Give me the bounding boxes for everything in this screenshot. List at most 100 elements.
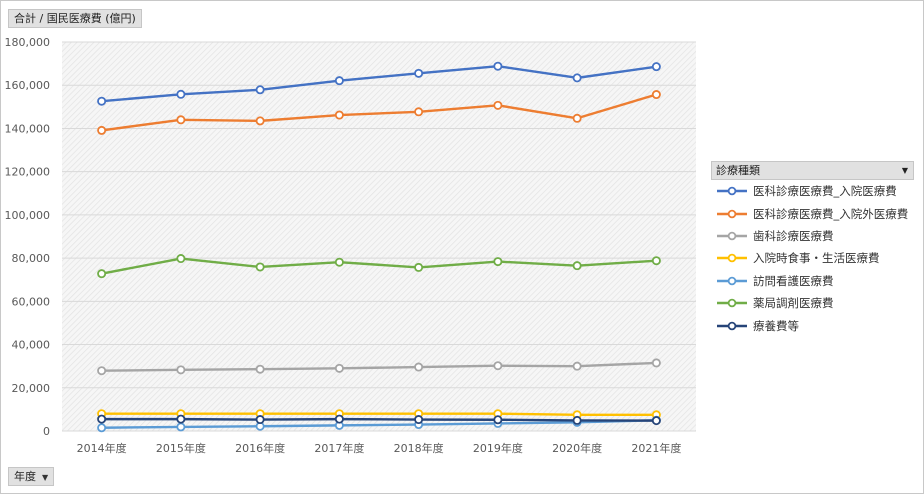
legend-item: 医科診療医療費_入院医療費	[711, 180, 914, 202]
y-tick-label: 100,000	[5, 209, 51, 222]
legend-label: 入院時食事・生活医療費	[753, 251, 880, 266]
data-point	[493, 415, 503, 425]
series	[97, 358, 661, 376]
y-axis-tick-labels: 0 20,000 40,000 60,000 80,000 100,000 120,000 1…	[5, 36, 51, 438]
legend-swatch	[717, 276, 747, 286]
data-point	[334, 363, 344, 373]
legend-swatch	[717, 209, 747, 218]
data-point	[255, 85, 265, 95]
data-point	[651, 62, 661, 72]
data-point	[651, 90, 661, 100]
data-point	[255, 415, 265, 425]
value-field-button[interactable]: 合計 / 国民医療費 (億円)	[8, 9, 142, 28]
x-tick-label: 2014年度	[77, 441, 127, 455]
series-line	[101, 257, 657, 275]
data-point	[176, 414, 186, 424]
data-point	[255, 364, 265, 374]
data-point	[572, 73, 582, 83]
series	[97, 414, 661, 426]
series-line	[101, 412, 657, 416]
legend-swatch	[717, 254, 747, 263]
series-line	[101, 361, 657, 372]
legend-item: 訪問看護医療費	[711, 270, 914, 292]
legend-item: 歯科診療医療費	[711, 225, 914, 247]
data-point	[493, 61, 503, 71]
data-point	[255, 262, 265, 272]
legend-item: 入院時食事・生活医療費	[711, 247, 914, 269]
series-lines	[97, 61, 661, 433]
data-point	[97, 96, 107, 106]
legend-items: 医科診療医療費_入院医療費 医科診療医療費_入院外医療費 歯科診療医療費入院時食事・…	[711, 180, 914, 337]
value-field-label: 合計 / 国民医療費 (億円)	[14, 12, 136, 25]
x-axis-tick-labels: 2014年度 2015年度 2016年度 2017年度 2018年度 2019年度 2020…	[77, 441, 682, 455]
y-tick-label: 40,000	[12, 339, 51, 352]
data-point	[414, 68, 424, 78]
data-point	[572, 261, 582, 271]
legend-label: 医科診療医療費_入院医療費	[753, 184, 897, 199]
legend-swatch	[717, 298, 747, 308]
dropdown-arrow-icon: ▼	[901, 166, 908, 175]
x-tick-label: 2016年度	[235, 441, 285, 455]
data-point	[334, 76, 344, 86]
data-point	[334, 414, 344, 424]
legend-label: 医科診療医療費_入院外医療費	[753, 206, 909, 221]
data-point	[493, 100, 503, 110]
series-line	[101, 417, 657, 422]
data-point	[97, 269, 107, 279]
data-point	[97, 423, 107, 433]
data-point	[414, 262, 424, 272]
series	[97, 90, 661, 135]
data-point	[414, 362, 424, 372]
legend-label: 療養費等	[753, 318, 799, 333]
y-tick-label: 160,000	[5, 79, 51, 92]
x-tick-label: 2019年度	[473, 441, 523, 455]
axis-field-label: 年度	[14, 470, 36, 483]
data-point	[414, 107, 424, 117]
data-point	[572, 361, 582, 371]
gridlines	[62, 41, 696, 432]
y-tick-label: 120,000	[5, 166, 51, 179]
data-point	[572, 415, 582, 425]
data-point	[334, 257, 344, 267]
data-point	[493, 257, 503, 267]
dropdown-arrow-icon: ▼	[42, 473, 49, 482]
data-point	[176, 89, 186, 99]
y-tick-label: 0	[43, 425, 50, 438]
data-point	[493, 361, 503, 371]
y-tick-label: 140,000	[5, 122, 51, 135]
legend-field-label: 診療種類	[716, 164, 760, 177]
data-point	[572, 113, 582, 123]
data-point	[176, 254, 186, 264]
series-line	[101, 93, 657, 132]
legend-swatch	[717, 186, 747, 196]
legend-label: 歯科診療医療費	[753, 228, 834, 243]
x-tick-label: 2020年度	[552, 441, 602, 455]
legend-item: 療養費等	[711, 314, 914, 336]
legend-swatch	[717, 321, 747, 330]
axis-field-button[interactable]: 年度 ▼	[8, 467, 55, 486]
legend-item: 薬局調剤医療費	[711, 292, 914, 314]
data-point	[176, 422, 186, 432]
data-point	[97, 414, 107, 424]
series-line	[101, 418, 657, 429]
y-tick-label: 20,000	[12, 382, 51, 395]
data-point	[651, 358, 661, 368]
plot-area	[62, 42, 696, 431]
x-tick-label: 2017年度	[314, 441, 364, 455]
legend-label: 薬局調剤医療費	[753, 296, 834, 311]
series	[97, 61, 661, 106]
data-point	[97, 125, 107, 135]
legend-item: 医科診療医療費_入院外医療費	[711, 202, 914, 224]
legend: 診療種類 ▼ 医科診療医療費_入院医療費 医科診療医療費_入院外医療費 歯科診療医療…	[711, 161, 914, 337]
legend-field-button[interactable]: 診療種類 ▼	[711, 161, 914, 180]
y-tick-label: 180,000	[5, 36, 51, 49]
y-tick-label: 60,000	[12, 295, 51, 308]
series	[97, 254, 661, 279]
legend-swatch	[717, 231, 747, 241]
data-point	[651, 256, 661, 266]
data-point	[414, 415, 424, 425]
data-point	[255, 116, 265, 126]
series-line	[101, 65, 657, 103]
x-tick-label: 2018年度	[394, 441, 444, 455]
